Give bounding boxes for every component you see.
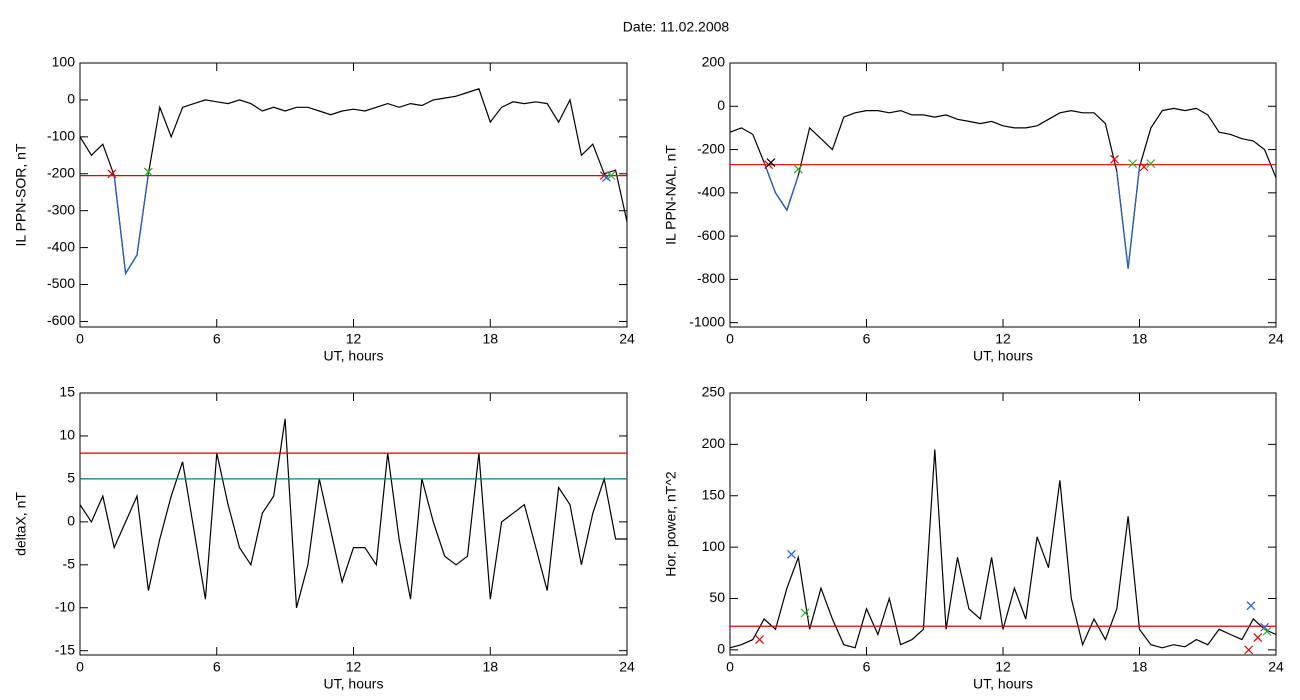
x-tick-label: 18 bbox=[1132, 331, 1148, 347]
data-line bbox=[113, 173, 149, 276]
figure-title: Date: 11.02.2008 bbox=[623, 19, 730, 35]
x-tick-label: 0 bbox=[76, 659, 84, 675]
data-line bbox=[763, 162, 1141, 269]
cross-marker bbox=[107, 169, 117, 179]
y-axis-label: deltaX, nT bbox=[13, 492, 29, 556]
data-line bbox=[79, 418, 627, 608]
x-axis-label: UT, hours bbox=[324, 676, 384, 692]
x-tick-label: 0 bbox=[76, 331, 84, 347]
x-tick-label: 6 bbox=[863, 331, 871, 347]
x-tick-label: 12 bbox=[346, 331, 362, 347]
y-tick-label: 150 bbox=[702, 486, 726, 502]
x-tick-label: 6 bbox=[863, 659, 871, 675]
y-tick-label: -15 bbox=[55, 641, 75, 657]
cross-marker bbox=[602, 173, 611, 182]
y-tick-label: -400 bbox=[697, 184, 725, 200]
x-tick-label: 18 bbox=[1132, 659, 1148, 675]
y-tick-label: 15 bbox=[59, 384, 75, 400]
x-tick-label: 24 bbox=[619, 659, 635, 675]
y-tick-label: 250 bbox=[702, 384, 726, 400]
y-axis-label: Hor. power, nT^2 bbox=[663, 471, 679, 577]
cross-marker bbox=[793, 164, 803, 174]
y-tick-label: 100 bbox=[702, 538, 726, 554]
cross-marker bbox=[800, 608, 810, 618]
x-tick-label: 18 bbox=[482, 331, 498, 347]
y-tick-label: 10 bbox=[59, 427, 75, 443]
y-tick-label: 0 bbox=[67, 513, 75, 529]
cross-marker bbox=[1146, 159, 1156, 169]
y-tick-label: 0 bbox=[717, 641, 725, 657]
y-tick-label: -100 bbox=[47, 128, 75, 144]
cross-marker bbox=[1246, 601, 1256, 611]
y-tick-label: 5 bbox=[67, 470, 75, 486]
x-tick-label: 6 bbox=[213, 331, 221, 347]
y-tick-label: -600 bbox=[697, 227, 725, 243]
y-axis-label: IL PPN-NAL, nT bbox=[663, 145, 679, 245]
y-axis-label: IL PPN-SOR, nT bbox=[13, 143, 29, 246]
cross-marker bbox=[1128, 159, 1138, 169]
y-tick-label: 200 bbox=[702, 435, 726, 451]
y-tick-label: -200 bbox=[47, 164, 75, 180]
x-tick-label: 12 bbox=[995, 331, 1011, 347]
x-axis-label: UT, hours bbox=[973, 676, 1033, 692]
y-tick-label: -500 bbox=[47, 275, 75, 291]
x-tick-label: 12 bbox=[995, 659, 1011, 675]
cross-marker bbox=[1244, 645, 1254, 655]
y-tick-label: -300 bbox=[47, 201, 75, 217]
y-tick-label: -5 bbox=[63, 556, 76, 572]
cross-marker bbox=[606, 171, 616, 181]
y-tick-label: -10 bbox=[55, 598, 75, 614]
x-tick-label: 24 bbox=[1268, 331, 1284, 347]
x-tick-label: 0 bbox=[726, 659, 734, 675]
cross-marker bbox=[787, 549, 796, 559]
y-tick-label: -1000 bbox=[689, 313, 725, 329]
data-line bbox=[729, 449, 1277, 649]
y-tick-label: -800 bbox=[697, 270, 725, 286]
y-tick-label: -600 bbox=[47, 312, 75, 328]
cross-marker bbox=[755, 635, 764, 645]
data-line bbox=[79, 88, 628, 276]
cross-marker bbox=[1262, 626, 1272, 636]
x-tick-label: 6 bbox=[213, 659, 221, 675]
plot-frame bbox=[729, 62, 1277, 328]
y-tick-label: 50 bbox=[709, 589, 725, 605]
cross-marker bbox=[143, 167, 153, 177]
y-tick-label: 0 bbox=[717, 97, 725, 113]
x-axis-label: UT, hours bbox=[324, 348, 384, 364]
cross-marker bbox=[1253, 633, 1263, 642]
plot-frame bbox=[729, 392, 1277, 656]
cross-marker bbox=[1139, 162, 1149, 172]
x-tick-label: 24 bbox=[619, 331, 635, 347]
plot-frame bbox=[79, 392, 628, 656]
x-axis-label: UT, hours bbox=[973, 348, 1033, 364]
plot-frame bbox=[79, 62, 628, 328]
x-tick-label: 18 bbox=[482, 659, 498, 675]
y-tick-label: 0 bbox=[67, 91, 75, 107]
x-tick-label: 0 bbox=[726, 331, 734, 347]
y-tick-label: -200 bbox=[697, 140, 725, 156]
y-tick-label: 100 bbox=[52, 54, 76, 70]
cross-marker bbox=[766, 158, 776, 167]
y-tick-label: 200 bbox=[702, 54, 726, 70]
data-line bbox=[729, 107, 1277, 269]
y-tick-label: -400 bbox=[47, 238, 75, 254]
x-tick-label: 12 bbox=[346, 659, 362, 675]
cross-marker bbox=[1260, 622, 1270, 632]
x-tick-label: 24 bbox=[1268, 659, 1284, 675]
cross-marker bbox=[1110, 154, 1119, 164]
